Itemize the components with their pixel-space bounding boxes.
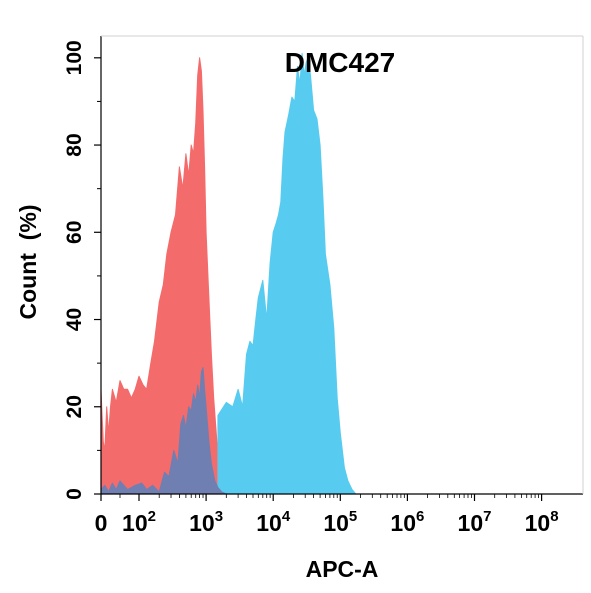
y-tick-label: 0 [63,488,86,500]
x-tick-label: 107 [458,508,492,536]
x-tick-label: 106 [390,508,424,536]
series-3-area [100,367,227,495]
x-tick-label: 108 [525,508,559,536]
y-axis-label: Count (%) [15,205,41,320]
y-tick-label: 40 [63,308,86,331]
y-tick-label: 60 [63,221,86,244]
series-1-area [100,57,227,495]
y-tick-label: 100 [63,40,86,75]
x-axis-label: APC-A [306,556,379,582]
x-tick-label: 103 [189,508,223,536]
y-tick-label: 20 [63,395,86,418]
chart-title: DMC427 [285,47,395,78]
y-tick-label: 80 [63,133,86,156]
x-tick-label: 104 [256,508,291,536]
x-tick-label: 102 [122,508,156,536]
x-tick-label: 0 [95,510,108,536]
series-2-area [217,52,357,495]
x-tick-label: 105 [323,508,357,536]
